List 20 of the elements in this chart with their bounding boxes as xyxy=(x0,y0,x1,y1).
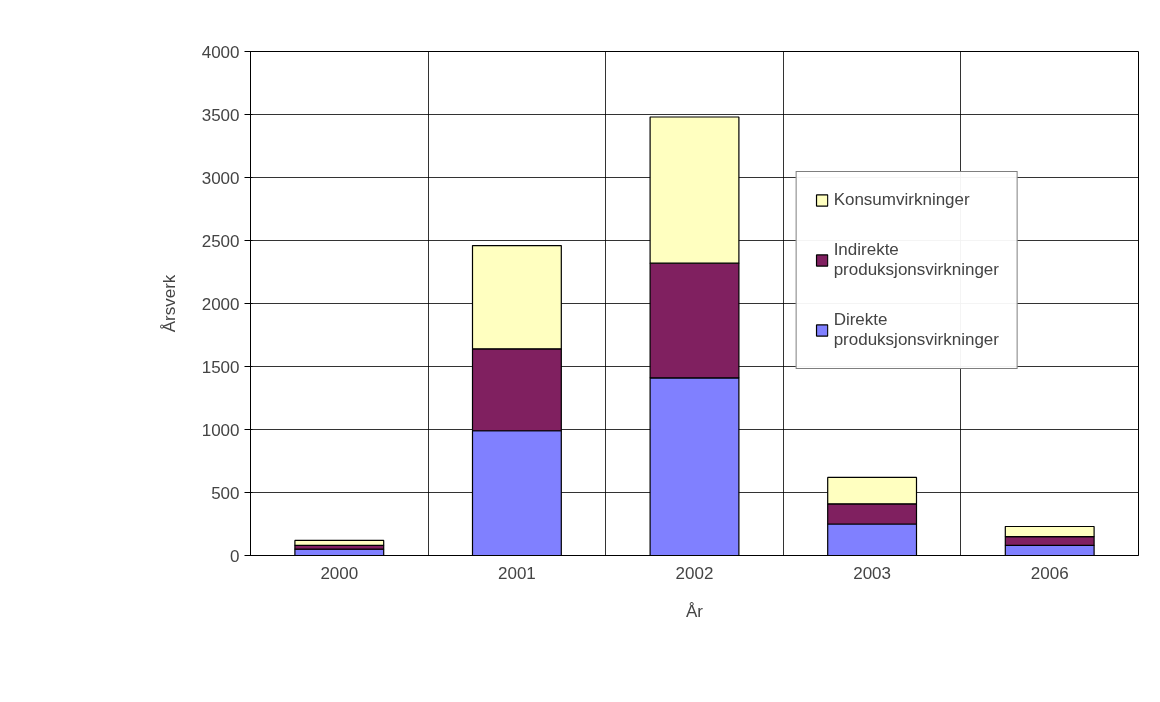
y-tick-label: 2000 xyxy=(201,294,240,314)
y-tick-label: 1000 xyxy=(201,420,240,440)
x-tick-label: 2001 xyxy=(497,563,536,583)
y-axis-title: Årsverk xyxy=(159,274,179,333)
legend-label: Indirekte produksjonsvirkninger xyxy=(833,240,999,280)
y-tick-label: 4000 xyxy=(201,42,240,62)
x-tick-label: 2006 xyxy=(1030,563,1069,583)
y-tick-label: 3500 xyxy=(201,105,240,125)
bar xyxy=(294,539,385,547)
x-axis-title: År xyxy=(686,601,704,621)
x-tick-label: 2000 xyxy=(320,563,359,583)
y-tick-label: 2500 xyxy=(201,231,240,251)
y-tick-label: 500 xyxy=(211,483,240,503)
y-tick-label: 3000 xyxy=(201,168,240,188)
y-tick-label: 1500 xyxy=(201,357,240,377)
x-tick-label: 2002 xyxy=(675,563,714,583)
y-tick-label: 0 xyxy=(230,546,240,566)
legend-label: Direkte produksjonsvirkninger xyxy=(833,310,999,350)
x-tick-label: 2003 xyxy=(853,563,892,583)
legend-label: Konsumvirkninger xyxy=(833,190,970,210)
